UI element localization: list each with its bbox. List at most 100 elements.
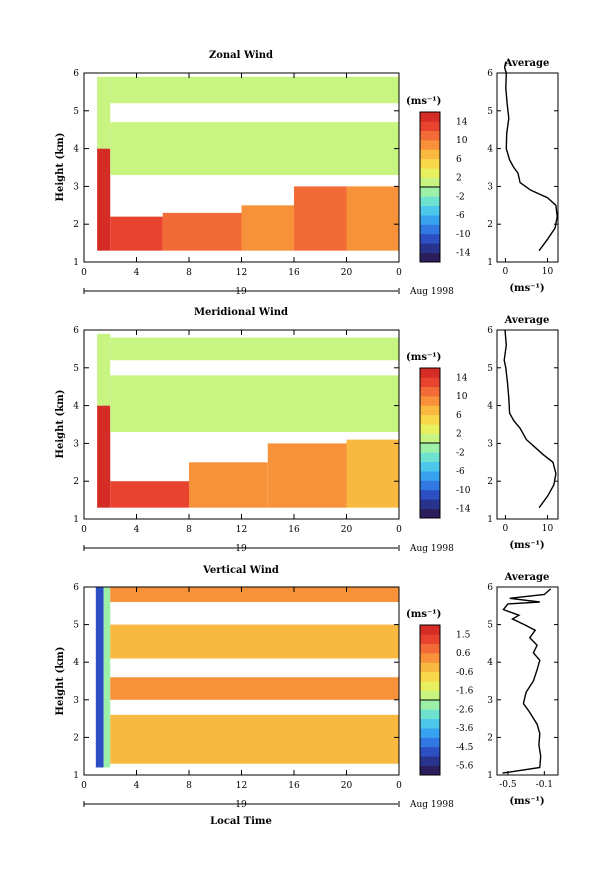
colorbar-tick-label: -2.6 bbox=[456, 705, 474, 715]
panel-vertical-wind: Vertical Wind Height (km) 0 4 8 12 16 20 0 123… bbox=[55, 565, 559, 827]
profile-x-tick-label: -0.1 bbox=[536, 780, 553, 790]
day-label: 19 bbox=[235, 287, 247, 297]
colorbar-tick-label: 2 bbox=[456, 174, 462, 184]
y-tick-label: 6 bbox=[73, 326, 79, 336]
x-tick-label: 16 bbox=[288, 781, 300, 791]
profile-y-tick-label: 5 bbox=[487, 621, 493, 631]
chart-title: Vertical Wind bbox=[202, 565, 279, 576]
heatmap-cell bbox=[103, 587, 111, 768]
colorbar-unit: (ms⁻¹) bbox=[406, 609, 441, 620]
colorbar-segment bbox=[420, 728, 440, 738]
month-label: Aug 1998 bbox=[409, 287, 454, 297]
heatmap-cell bbox=[294, 186, 347, 251]
profile: 1 2 3 4 5 6 0 10 bbox=[487, 61, 558, 277]
heatmap-cell bbox=[189, 462, 268, 508]
y-ticks: 1 2 3 4 5 6 bbox=[73, 69, 399, 268]
colorbar-segment bbox=[420, 252, 440, 263]
colorbar-tick-label: 6 bbox=[456, 155, 462, 165]
heatmap-cell bbox=[110, 587, 399, 603]
profile-y-tick-label: 2 bbox=[487, 220, 493, 230]
chart-title: Meridional Wind bbox=[194, 307, 288, 318]
y-tick-label: 3 bbox=[73, 439, 79, 449]
colorbar-segment bbox=[420, 112, 440, 122]
heatmap-cell bbox=[110, 481, 189, 508]
profile-title: Average bbox=[504, 572, 550, 583]
x-tick-label: 12 bbox=[236, 268, 247, 278]
profile-title: Average bbox=[504, 315, 550, 326]
colorbar-segment bbox=[420, 377, 440, 388]
profile-xlabel: (ms⁻¹) bbox=[509, 283, 544, 294]
colorbar-tick-label: -10 bbox=[456, 486, 471, 496]
colorbar-segment bbox=[420, 187, 440, 197]
colorbar-segment bbox=[420, 196, 440, 207]
y-tick-label: 5 bbox=[73, 621, 79, 631]
colorbar-segment bbox=[420, 737, 440, 748]
x-tick-label: 12 bbox=[236, 525, 247, 535]
heatmap-cell bbox=[110, 216, 163, 251]
colorbar-segment bbox=[420, 625, 440, 635]
colorbar-tick-label: -6 bbox=[456, 211, 465, 221]
colorbar: 14 10 6 2 -2 -6 -10 -14 bbox=[419, 367, 471, 519]
profile-y-tick-label: 6 bbox=[487, 69, 493, 79]
x-tick-label: 8 bbox=[186, 525, 192, 535]
profile-line bbox=[502, 588, 552, 774]
month-label: Aug 1998 bbox=[409, 544, 454, 554]
profile-x-tick-label: 0 bbox=[503, 524, 509, 534]
colorbar-segment bbox=[420, 765, 440, 776]
x-tick-label: 20 bbox=[341, 781, 353, 791]
colorbar-segment bbox=[420, 690, 440, 701]
x-ticks: 0 4 8 12 16 20 0 bbox=[81, 330, 402, 551]
colorbar-segment bbox=[420, 149, 440, 160]
heatmap-cells bbox=[97, 76, 399, 251]
heatmap-cell bbox=[110, 122, 399, 176]
profile-y-tick-label: 4 bbox=[487, 402, 493, 412]
profile-y-tick-label: 3 bbox=[487, 182, 493, 192]
colorbar-tick-label: 2 bbox=[456, 430, 462, 440]
y-axis-label: Height (km) bbox=[55, 647, 66, 716]
y-ticks: 1 2 3 4 5 6 bbox=[73, 326, 399, 525]
x-tick-label: 0 bbox=[396, 268, 402, 278]
colorbar-tick-label: -14 bbox=[456, 505, 471, 515]
colorbar-tick-label: -4.5 bbox=[456, 743, 474, 753]
y-tick-label: 2 bbox=[73, 220, 79, 230]
month-label: Aug 1998 bbox=[409, 800, 454, 810]
x-tick-label: 0 bbox=[81, 781, 87, 791]
colorbar-tick-label: -14 bbox=[456, 249, 471, 259]
heatmap-cell bbox=[110, 714, 399, 764]
x-tick-label: 0 bbox=[81, 525, 87, 535]
heatmap-cell bbox=[110, 677, 399, 700]
y-tick-label: 3 bbox=[73, 696, 79, 706]
heatmap-cell bbox=[346, 186, 399, 251]
colorbar-segment bbox=[420, 443, 440, 453]
colorbar-tick-label: -5.6 bbox=[456, 762, 474, 772]
colorbar-segment bbox=[420, 158, 440, 169]
profile-y-tick-label: 3 bbox=[487, 439, 493, 449]
profile-y-tick-label: 5 bbox=[487, 364, 493, 374]
panel-zonal-wind: Zonal Wind Height (km) 0 4 8 12 16 20 0 123456… bbox=[55, 50, 559, 297]
colorbar-segment bbox=[420, 233, 440, 244]
colorbar-segment bbox=[420, 386, 440, 397]
colorbar-segment bbox=[420, 433, 440, 444]
heatmap-cells bbox=[97, 333, 399, 508]
profile: 1 2 3 4 5 6 0 10 bbox=[487, 326, 558, 534]
colorbar-segment bbox=[420, 140, 440, 150]
colorbar-segment bbox=[420, 405, 440, 416]
colorbar-segment bbox=[420, 681, 440, 691]
x-tick-label: 0 bbox=[81, 268, 87, 278]
profile-y-tick-label: 4 bbox=[487, 145, 493, 155]
y-tick-label: 3 bbox=[73, 182, 79, 192]
x-tick-label: 4 bbox=[134, 781, 140, 791]
colorbar-segment bbox=[420, 396, 440, 406]
colorbar-segment bbox=[420, 508, 440, 519]
x-tick-label: 16 bbox=[288, 268, 300, 278]
profile-y-tick-label: 2 bbox=[487, 733, 493, 743]
profile-xlabel: (ms⁻¹) bbox=[509, 796, 544, 807]
x-tick-label: 8 bbox=[186, 781, 192, 791]
colorbar-segment bbox=[420, 130, 440, 141]
colorbar-segment bbox=[420, 168, 440, 178]
profile: 1 2 3 4 5 6 -0.5 -0.1 bbox=[487, 583, 558, 790]
colorbar-segment bbox=[420, 499, 440, 509]
x-tick-label: 0 bbox=[396, 781, 402, 791]
colorbar-tick-label: -3.6 bbox=[456, 724, 474, 734]
colorbar-segment bbox=[420, 671, 440, 682]
